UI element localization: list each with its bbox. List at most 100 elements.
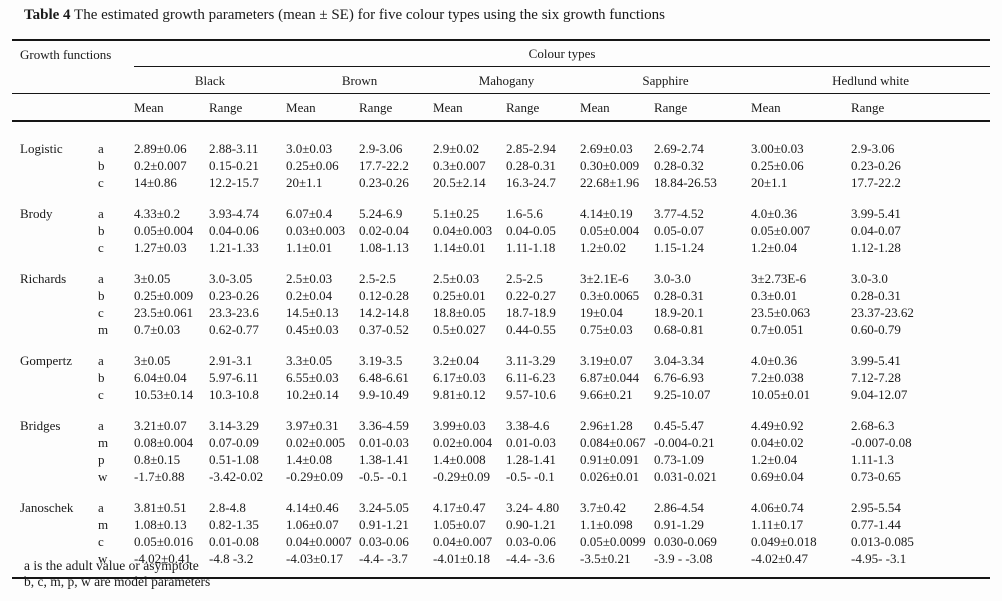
- mean-cell-sapphire: 0.05±0.0099: [580, 534, 646, 549]
- range-cell-black: -3.42-0.02: [209, 469, 264, 484]
- range-cell-mahogany: 1.11-1.18: [506, 240, 556, 255]
- range-cell-mahogany: 1.6-5.6: [506, 206, 543, 221]
- mean-cell-sapphire: 2.96±1.28: [580, 418, 633, 433]
- range-cell-black: 3.93-4.74: [209, 206, 259, 221]
- range-cell-brown: -4.4- -3.7: [359, 550, 434, 579]
- mean-cell-brown: 1.06±0.07: [286, 517, 339, 532]
- range-cell-mahogany: 3.11-3.29: [506, 353, 556, 368]
- mean-cell-hedlund-white: 0.3±0.01: [751, 288, 798, 303]
- colour-group-header-brown: Brown: [286, 66, 434, 94]
- range-cell-hedlund-white: 0.013-0.085: [851, 534, 914, 549]
- parameter-letter-cell: a: [98, 206, 104, 221]
- range-cell-black: 0.04-0.06: [209, 223, 259, 238]
- table-caption-label: Table 4: [24, 7, 71, 23]
- range-cell-black: 2.88-3.11: [209, 141, 259, 156]
- function-name-cell: Janoschek: [20, 500, 74, 515]
- mean-cell-sapphire: 3.19±0.07: [580, 353, 633, 368]
- mean-cell-mahogany: 9.81±0.12: [433, 387, 486, 402]
- mean-cell-sapphire: 0.75±0.03: [580, 322, 633, 337]
- footnote-a: a is the adult value or asymptote: [24, 558, 199, 573]
- colour-types-row: Growth functions Colour types: [12, 40, 991, 94]
- mean-cell-mahogany: 0.25±0.01: [433, 288, 486, 303]
- range-cell-hedlund-white: 2.95-5.54: [851, 500, 901, 515]
- range-cell-black: 0.23-0.26: [209, 288, 259, 303]
- mean-cell-hedlund-white: 0.7±0.051: [751, 322, 804, 337]
- mean-header-black: Mean: [134, 93, 210, 122]
- table-row-bridges-p: p 0.8±0.15 0.51-1.08 1.4±0.08 1.38-1.41 1.4±0…: [12, 451, 990, 468]
- range-cell-brown: 3.19-3.5: [359, 353, 403, 368]
- mean-cell-black: 3±0.05: [134, 271, 171, 286]
- mean-cell-mahogany: 3.2±0.04: [433, 353, 480, 368]
- range-cell-brown: 6.48-6.61: [359, 370, 409, 385]
- mean-cell-black: -1.7±0.88: [134, 469, 185, 484]
- function-name-cell: [12, 369, 96, 386]
- range-cell-hedlund-white: 0.73-0.65: [851, 469, 901, 484]
- function-name-cell: [12, 157, 96, 174]
- range-header-hedlund-white: Range: [851, 93, 991, 122]
- mean-cell-brown: 0.2±0.04: [286, 288, 333, 303]
- range-cell-mahogany: 18.7-18.9: [506, 305, 556, 320]
- growth-functions-header: Growth functions: [12, 40, 135, 94]
- function-name-cell: Richards: [20, 271, 67, 286]
- range-header-brown: Range: [359, 93, 434, 122]
- range-cell-brown: 17.7-22.2: [359, 158, 409, 173]
- function-name-cell: [12, 434, 96, 451]
- mean-cell-mahogany: 1.4±0.008: [433, 452, 486, 467]
- range-cell-mahogany: 3.38-4.6: [506, 418, 550, 433]
- mean-cell-brown: 14.5±0.13: [286, 305, 339, 320]
- mean-cell-black: 0.08±0.004: [134, 435, 194, 450]
- mean-cell-hedlund-white: 7.2±0.038: [751, 370, 804, 385]
- function-name-cell: Brody: [20, 206, 53, 221]
- mean-cell-mahogany: 5.1±0.25: [433, 206, 480, 221]
- mean-cell-mahogany: 2.5±0.03: [433, 271, 480, 286]
- mean-cell-sapphire: 0.3±0.0065: [580, 288, 640, 303]
- range-cell-brown: 0.12-0.28: [359, 288, 409, 303]
- mean-cell-hedlund-white: 4.49±0.92: [751, 418, 804, 433]
- range-cell-black: 2.8-4.8: [209, 500, 246, 515]
- parameter-letter-cell: w: [96, 550, 135, 579]
- mean-cell-mahogany: 1.14±0.01: [433, 240, 486, 255]
- parameter-letter-cell: a: [98, 141, 104, 156]
- mean-cell-hedlund-white: 23.5±0.063: [751, 305, 811, 320]
- mean-cell-black: 0.25±0.009: [134, 288, 194, 303]
- range-cell-hedlund-white: 1.12-1.28: [851, 240, 901, 255]
- function-name-cell: [12, 451, 96, 468]
- range-cell-black: 23.3-23.6: [209, 305, 259, 320]
- range-cell-mahogany: 0.22-0.27: [506, 288, 556, 303]
- mean-cell-black: 1.08±0.13: [134, 517, 187, 532]
- parameter-letter-cell: a: [98, 353, 104, 368]
- function-name-cell: [12, 304, 96, 321]
- range-cell-sapphire: 9.25-10.07: [654, 387, 711, 402]
- mean-cell-brown: 0.45±0.03: [286, 322, 339, 337]
- range-cell-sapphire: -3.9 - -3.08: [654, 550, 752, 579]
- range-cell-sapphire: 18.84-26.53: [654, 175, 717, 190]
- table-body: Logistic a 2.89±0.06 2.88-3.11 3.0±0.03 2.9-3…: [12, 121, 991, 579]
- range-cell-mahogany: 1.28-1.41: [506, 452, 556, 467]
- parameter-letter-cell: p: [98, 452, 105, 467]
- range-cell-sapphire: 0.91-1.29: [654, 517, 704, 532]
- range-cell-mahogany: 0.01-0.03: [506, 435, 556, 450]
- range-cell-sapphire: 1.15-1.24: [654, 240, 704, 255]
- mean-cell-black: -4.02±0.41: [134, 550, 210, 579]
- parameter-letter-cell: b: [98, 370, 105, 385]
- range-cell-mahogany: 2.85-2.94: [506, 141, 556, 156]
- mean-cell-brown: 20±1.1: [286, 175, 323, 190]
- mean-header-brown: Mean: [286, 93, 360, 122]
- table-caption: Table 4 The estimated growth parameters …: [24, 7, 665, 24]
- mean-cell-mahogany: 0.3±0.007: [433, 158, 486, 173]
- range-cell-sapphire: 0.05-0.07: [654, 223, 704, 238]
- range-cell-sapphire: 0.28-0.32: [654, 158, 704, 173]
- parameter-letter-cell: c: [98, 387, 104, 402]
- range-cell-black: 0.15-0.21: [209, 158, 259, 173]
- mean-cell-black: 3±0.05: [134, 353, 171, 368]
- mean-cell-sapphire: 0.084±0.067: [580, 435, 646, 450]
- range-cell-mahogany: -4.4- -3.6: [506, 550, 581, 579]
- mean-cell-black: 0.8±0.15: [134, 452, 181, 467]
- mean-cell-hedlund-white: 4.0±0.36: [751, 206, 798, 221]
- range-cell-sapphire: 0.45-5.47: [654, 418, 704, 433]
- range-header-sapphire: Range: [654, 93, 752, 122]
- mean-cell-brown: 0.02±0.005: [286, 435, 346, 450]
- mean-cell-brown: 4.14±0.46: [286, 500, 339, 515]
- range-cell-hedlund-white: 2.68-6.3: [851, 418, 895, 433]
- mean-cell-mahogany: 3.99±0.03: [433, 418, 486, 433]
